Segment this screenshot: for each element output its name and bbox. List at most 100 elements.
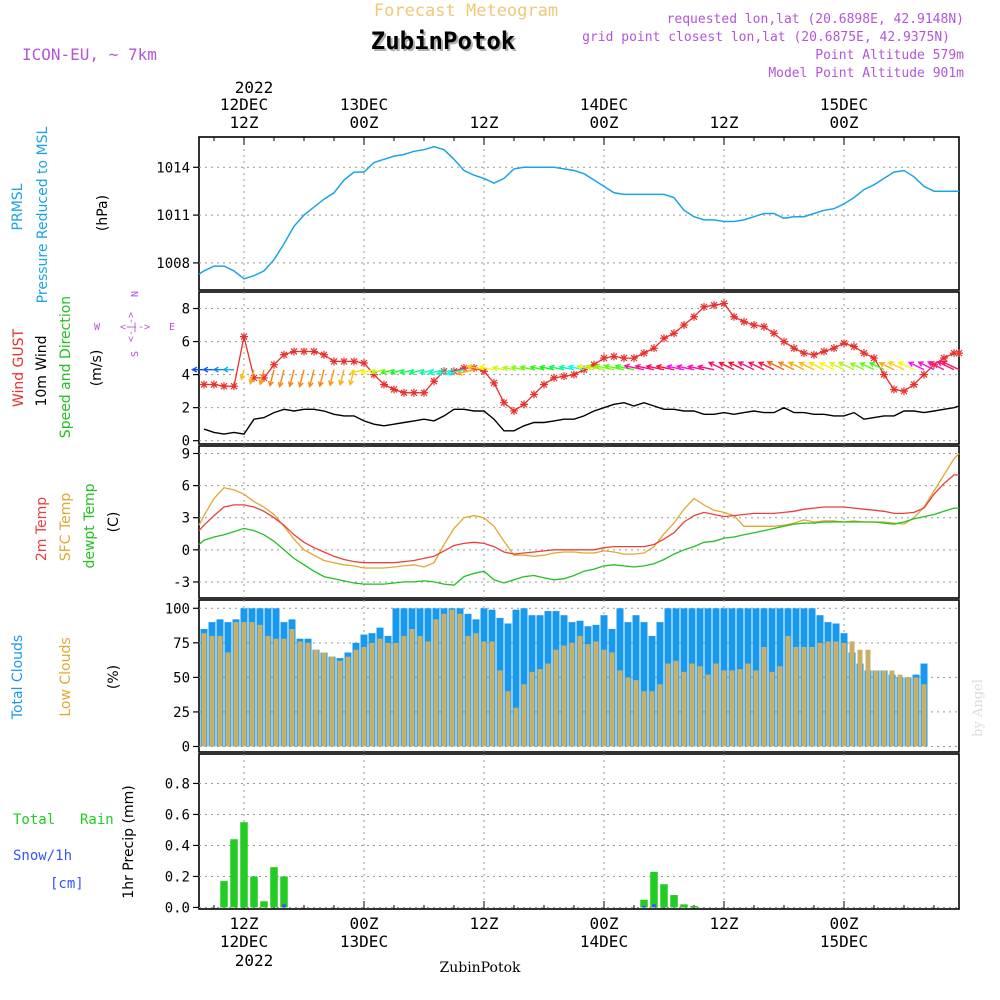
panel-frame-precipitation xyxy=(198,753,960,910)
gust-marker xyxy=(310,347,318,356)
wind-direction-arrow xyxy=(603,363,625,371)
low-cloud-bar xyxy=(417,635,423,747)
low-cloud-bar xyxy=(217,635,223,747)
gust-marker xyxy=(430,377,438,386)
wind-direction-arrow xyxy=(510,365,525,371)
low-cloud-bar xyxy=(425,641,431,747)
gust-marker xyxy=(600,354,608,363)
ytick-label-precipitation: 0.4 xyxy=(165,838,190,854)
low-cloud-bar xyxy=(905,677,911,747)
gust-marker xyxy=(370,370,378,379)
low-cloud-bar xyxy=(249,622,255,747)
low-cloud-bar xyxy=(857,649,863,747)
wind-direction-arrow xyxy=(277,369,285,389)
model-altitude: Model Point Altitude 901m xyxy=(768,66,964,81)
dew-label: dewpt Temp xyxy=(82,483,98,568)
gust-marker xyxy=(770,329,778,338)
t2m-line xyxy=(198,474,959,564)
rain-bar xyxy=(690,905,698,908)
station-title-main: ZubinPotok xyxy=(371,27,516,55)
gust-marker xyxy=(270,360,278,369)
gust-marker xyxy=(690,312,698,321)
low-cloud-bar xyxy=(633,680,639,747)
wind-direction-arrow xyxy=(747,361,765,371)
ytick-label-clouds: 100 xyxy=(165,601,190,617)
gust-marker xyxy=(650,344,658,353)
gust-marker xyxy=(560,372,568,381)
panel-frame-wind xyxy=(198,291,960,445)
wind-direction-arrow xyxy=(777,361,795,371)
wind-direction-arrow xyxy=(757,361,775,371)
low-cloud-bar xyxy=(401,635,407,747)
gust-marker xyxy=(730,312,738,321)
wind-direction-arrow xyxy=(623,363,645,371)
low-cloud-bar xyxy=(529,671,535,747)
t2m-label: 2m Temp xyxy=(34,497,50,561)
wind-direction-arrow xyxy=(887,361,905,371)
top-hour-label: 12Z xyxy=(710,113,739,132)
ytick-label-precipitation: 0.0 xyxy=(165,900,190,916)
low-cloud-bar xyxy=(889,670,895,747)
ytick-label-wind: 8 xyxy=(182,302,190,318)
wind-direction-arrow xyxy=(868,361,885,371)
low-cloud-bar xyxy=(665,663,671,747)
gust-marker xyxy=(450,367,458,376)
wind-direction-arrow xyxy=(435,368,455,376)
wind-direction-arrow xyxy=(926,361,945,371)
wind-direction-arrow xyxy=(737,361,755,371)
rain-bar xyxy=(260,901,268,908)
wind-direction-arrow xyxy=(465,364,485,371)
total-cloud-bar xyxy=(504,623,512,747)
top-year: 2022 xyxy=(235,78,274,97)
gust-marker xyxy=(420,388,428,397)
low-cloud-bar xyxy=(361,646,367,747)
wind-direction-arrow xyxy=(445,368,465,376)
gust-marker xyxy=(910,380,918,389)
gust-label: Wind GUST xyxy=(11,328,27,407)
clouds-unit: (%) xyxy=(106,665,122,689)
gust-marker xyxy=(500,398,508,407)
low-cloud-bar xyxy=(449,609,455,747)
wind-direction-arrow xyxy=(328,369,335,387)
rain-bar xyxy=(670,895,678,908)
gust-marker xyxy=(360,359,368,368)
total-clouds-label: Total Clouds xyxy=(10,635,26,720)
pressure-unit: (hPa) xyxy=(95,195,111,231)
low-cloud-bar xyxy=(753,670,759,747)
gust-marker xyxy=(300,347,308,356)
top-date-label: 14DEC xyxy=(580,95,628,114)
rain-bar xyxy=(650,871,658,908)
gust-marker xyxy=(350,357,358,366)
wind-direction-arrow xyxy=(584,363,605,371)
top-date-label: 15DEC xyxy=(820,95,868,114)
gust-marker xyxy=(890,385,898,394)
bottom-date-label: 12DEC xyxy=(220,932,268,951)
gust-marker xyxy=(800,349,808,358)
gust-marker xyxy=(210,380,218,389)
low-cloud-bar xyxy=(433,619,439,747)
gust-marker xyxy=(820,347,828,356)
gust-marker xyxy=(660,334,668,343)
low-cloud-bar xyxy=(913,677,919,747)
low-cloud-bar xyxy=(697,666,703,747)
wind-direction-arrow xyxy=(707,361,725,371)
ytick-label-wind: 2 xyxy=(182,401,190,417)
low-cloud-bar xyxy=(353,649,359,747)
compass-vertical: <-|-> xyxy=(126,312,137,342)
temp-unit: (C) xyxy=(106,512,122,533)
point-altitude: Point Altitude 579m xyxy=(815,48,964,63)
low-cloud-bar xyxy=(457,613,463,747)
gust-marker xyxy=(200,380,208,389)
low-cloud-bar xyxy=(481,641,487,747)
ytick-label-clouds: 0 xyxy=(182,739,190,755)
low-cloud-bar xyxy=(321,652,327,747)
ytick-label-pressure: 1008 xyxy=(156,256,190,272)
wind-direction-arrow xyxy=(766,360,785,371)
wind-direction-arrow xyxy=(859,362,875,371)
wind-direction-arrow xyxy=(718,361,735,371)
wind-direction-arrow xyxy=(478,364,495,371)
ytick-label-pressure: 1011 xyxy=(156,208,190,224)
gust-marker xyxy=(680,321,688,330)
